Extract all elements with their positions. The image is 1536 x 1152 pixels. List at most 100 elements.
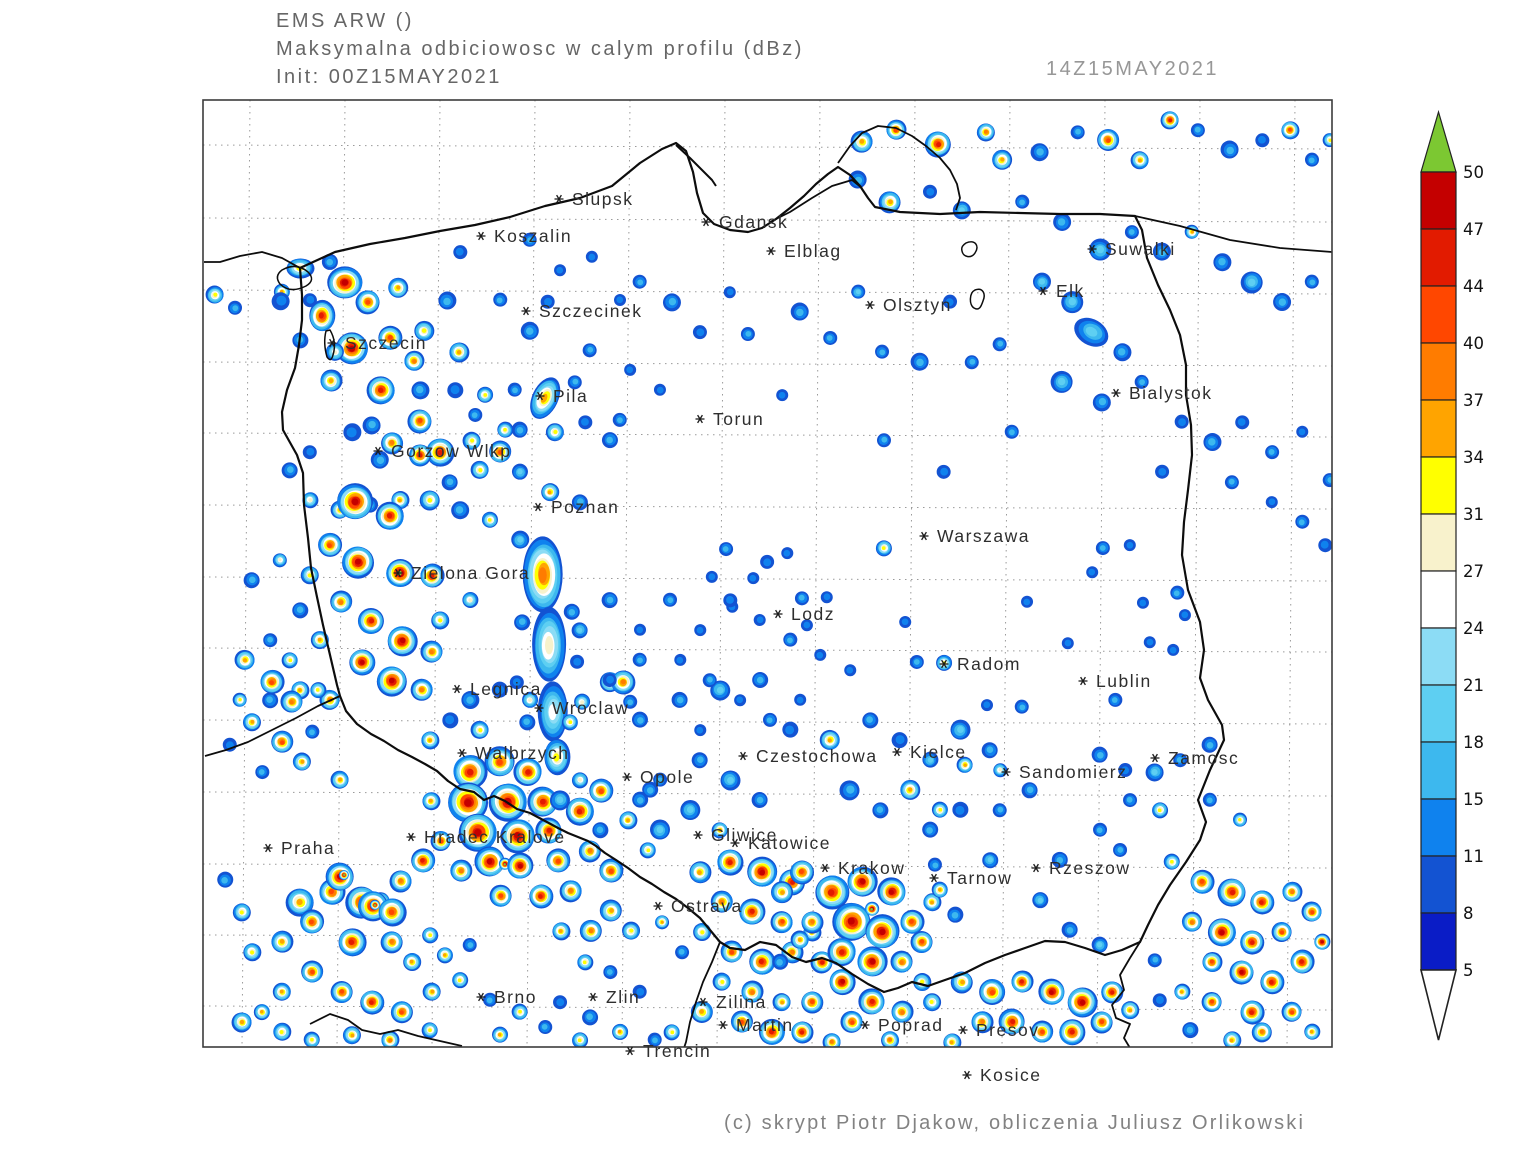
- colorbar-tick: 47: [1463, 220, 1484, 239]
- city-label: Czestochowa: [738, 746, 878, 766]
- svg-text:Martin: Martin: [736, 1015, 794, 1035]
- city-label: Walbrzych: [457, 743, 570, 763]
- city-label: Rzeszow: [1031, 858, 1131, 878]
- svg-text:Tarnow: Tarnow: [947, 868, 1012, 888]
- colorbar-tick: 50: [1463, 163, 1484, 182]
- colorbar: 50 47 44 40 37 34 31 27 24 21 18 15 11 8 5: [1419, 109, 1484, 1041]
- model-name: EMS ARW (): [276, 10, 414, 32]
- svg-text:Brno: Brno: [494, 987, 537, 1007]
- svg-text:Lublin: Lublin: [1096, 671, 1152, 691]
- svg-text:Olsztyn: Olsztyn: [883, 295, 952, 315]
- city-label: Szczecin: [327, 333, 427, 353]
- city-label: Gdansk: [701, 212, 788, 232]
- city-label: Elblag: [766, 241, 842, 261]
- valid-time: 14Z15MAY2021: [1046, 58, 1220, 80]
- svg-text:Hradec Kralove: Hradec Kralove: [424, 827, 566, 847]
- svg-text:Opole: Opole: [640, 767, 694, 787]
- colorbar-tick: 31: [1463, 505, 1484, 524]
- city-label: Szczecinek: [521, 301, 643, 321]
- svg-text:Poznan: Poznan: [551, 497, 619, 517]
- city-label: Wroclaw: [534, 698, 629, 718]
- svg-text:Ostrava: Ostrava: [671, 896, 743, 916]
- svg-text:Katowice: Katowice: [748, 833, 831, 853]
- city-label: Slupsk: [554, 189, 634, 209]
- city-label: Elk: [1038, 281, 1085, 301]
- svg-text:Szczecinek: Szczecinek: [539, 301, 643, 321]
- svg-text:Zlin: Zlin: [606, 987, 640, 1007]
- colorbar-tick: 44: [1463, 277, 1484, 296]
- svg-text:Krakow: Krakow: [838, 858, 905, 878]
- svg-text:Presov: Presov: [976, 1020, 1039, 1040]
- city-label: Poznan: [533, 497, 619, 517]
- svg-text:Lodz: Lodz: [791, 604, 835, 624]
- colorbar-tick: 5: [1463, 961, 1474, 980]
- city-label: Zamosc: [1150, 748, 1239, 768]
- init-time: Init: 00Z15MAY2021: [276, 66, 502, 88]
- city-label: Hradec Kralove: [406, 827, 566, 847]
- svg-text:Elk: Elk: [1056, 281, 1085, 301]
- colorbar-tick: 11: [1463, 847, 1484, 866]
- city-label: Gliwice: [693, 825, 776, 845]
- svg-text:Sandomierz: Sandomierz: [1019, 762, 1127, 782]
- svg-text:Elblag: Elblag: [784, 241, 842, 261]
- city-label: Kielce: [892, 742, 967, 762]
- city-label: Zlin: [588, 987, 640, 1007]
- city-label: Sandomierz: [1001, 762, 1127, 782]
- city-label: Lublin: [1078, 671, 1152, 691]
- svg-text:Zilina: Zilina: [716, 992, 767, 1012]
- svg-text:Zamosc: Zamosc: [1168, 748, 1239, 768]
- svg-text:Rzeszow: Rzeszow: [1049, 858, 1131, 878]
- svg-text:Czestochowa: Czestochowa: [756, 746, 878, 766]
- svg-text:Kielce: Kielce: [910, 742, 967, 762]
- city-label: Martin: [718, 1015, 794, 1035]
- reflectivity-cells: [205, 111, 1332, 1047]
- colorbar-tick: 18: [1463, 733, 1484, 752]
- colorbar-tick: 15: [1463, 790, 1484, 809]
- svg-text:Torun: Torun: [713, 409, 764, 429]
- svg-text:Kosice: Kosice: [980, 1065, 1042, 1085]
- city-label: Ostrava: [653, 896, 743, 916]
- svg-text:Poprad: Poprad: [878, 1015, 943, 1035]
- svg-text:Wroclaw: Wroclaw: [552, 698, 629, 718]
- city-label: Praha: [263, 838, 335, 858]
- city-label: Brno: [476, 987, 537, 1007]
- city-label: Kosice: [962, 1065, 1042, 1085]
- city-label: Trencin: [625, 1041, 711, 1061]
- colorbar-tick: 8: [1463, 904, 1474, 923]
- svg-text:Legnica: Legnica: [470, 679, 542, 699]
- city-label: Tarnow: [929, 868, 1012, 888]
- city-label: Krakow: [820, 858, 905, 878]
- city-label: Legnica: [452, 679, 542, 699]
- city-label: Zielona Gora: [393, 563, 529, 583]
- city-label: Suwalki: [1087, 239, 1176, 259]
- city-label: Lodz: [773, 604, 835, 624]
- svg-text:Radom: Radom: [957, 654, 1021, 674]
- city-label: Olsztyn: [865, 295, 952, 315]
- svg-text:Trencin: Trencin: [643, 1041, 711, 1061]
- city-label: Radom: [939, 654, 1021, 674]
- city-label: Bialystok: [1111, 383, 1211, 403]
- city-label: Zilina: [698, 992, 767, 1012]
- svg-text:Gdansk: Gdansk: [719, 212, 788, 232]
- city-label: Torun: [695, 409, 764, 429]
- svg-text:Suwalki: Suwalki: [1105, 239, 1176, 259]
- svg-text:Gorzow Wlkp: Gorzow Wlkp: [391, 441, 512, 461]
- parameter-title: Maksymalna odbiciowosc w calym profilu (…: [276, 38, 804, 60]
- city-label: Gorzow Wlkp: [373, 441, 512, 461]
- svg-text:Warszawa: Warszawa: [937, 526, 1030, 546]
- city-label: Katowice: [730, 833, 831, 853]
- map-frame: [202, 99, 1333, 1048]
- svg-text:Pila: Pila: [553, 386, 588, 406]
- city-label: Presov: [958, 1020, 1039, 1040]
- colorbar-tick: 37: [1463, 391, 1484, 410]
- svg-text:Koszalin: Koszalin: [494, 226, 572, 246]
- svg-text:Szczecin: Szczecin: [345, 333, 427, 353]
- svg-text:Walbrzych: Walbrzych: [475, 743, 570, 763]
- colorbar-tick: 34: [1463, 448, 1484, 467]
- svg-text:Slupsk: Slupsk: [572, 189, 634, 209]
- city-label: Pila: [535, 386, 588, 406]
- svg-text:Praha: Praha: [281, 838, 335, 858]
